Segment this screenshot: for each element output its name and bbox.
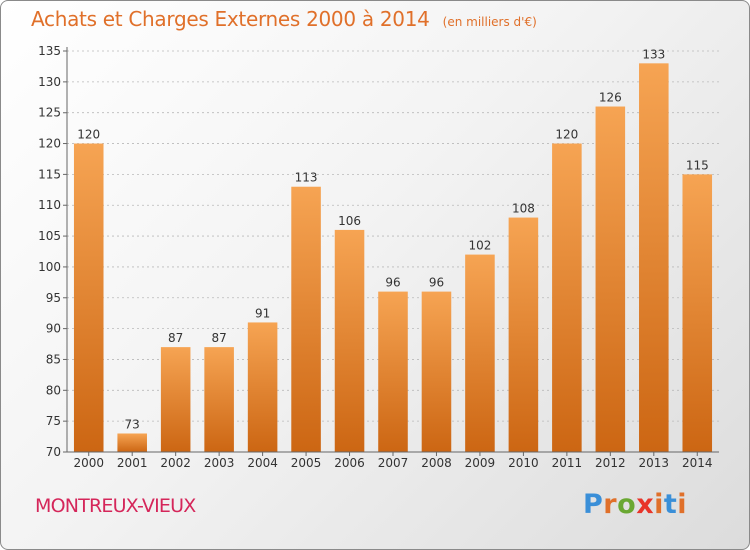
bar [552,143,582,453]
y-tick-label: 130 [38,75,61,89]
bar [378,291,408,452]
chart-title: Achats et Charges Externes 2000 à 2014 [31,7,430,31]
y-tick-label: 125 [38,106,61,120]
bar [291,186,321,452]
x-tick-label: 2009 [465,456,496,470]
bar [117,433,147,452]
bar [204,347,234,452]
brand-letter: r [603,489,618,520]
data-label: 96 [385,276,400,290]
data-label: 113 [295,171,318,185]
bar [639,63,669,452]
x-tick-label: 2006 [334,456,365,470]
bars: 120 73 87 87 91 113 106 96 96 102 108 120 126 133 115 [73,47,713,453]
data-label: 87 [211,331,226,345]
brand-letter: t [663,489,678,520]
data-label: 91 [255,306,270,320]
y-tick-label: 70 [46,445,61,459]
data-label: 102 [468,239,491,253]
data-label: 120 [77,128,100,142]
data-label: 120 [555,128,578,142]
y-tick-label: 85 [46,352,61,366]
brand-letter: i [677,489,688,520]
x-tick-label: 2008 [421,456,452,470]
bar [334,229,365,452]
x-tick-label: 2010 [508,456,539,470]
y-tick-label: 110 [38,198,61,212]
chart-subtitle: (en milliers d'€) [442,15,537,29]
bar [160,347,191,452]
data-label: 108 [512,202,535,216]
x-tick-label: 2001 [117,456,148,470]
x-tick-label: 2002 [160,456,191,470]
bar [73,143,104,453]
brand-logo: Proxiti [583,489,687,520]
title-row: Achats et Charges Externes 2000 à 2014 (… [31,7,537,31]
bar [247,322,278,452]
y-tick-label: 90 [46,322,61,336]
x-tick-label: 2004 [247,456,278,470]
y-tick-label: 75 [46,414,61,428]
y-tick-label: 100 [38,260,61,274]
x-tick-label: 2014 [682,456,713,470]
x-tick-label: 2003 [204,456,235,470]
x-tick-label: 2007 [378,456,409,470]
y-tick-label: 95 [46,291,61,305]
y-tick-label: 135 [38,44,61,58]
bar [508,217,539,452]
bar [421,291,452,452]
data-label: 115 [686,158,709,172]
x-tick-label: 2005 [291,456,322,470]
y-tick-label: 120 [38,137,61,151]
bar [682,174,713,452]
y-tick-label: 80 [46,383,61,397]
y-tick-label: 115 [38,167,61,181]
data-label: 87 [168,331,183,345]
x-tick-label: 2011 [552,456,583,470]
y-tick-label: 105 [38,229,61,243]
data-label: 126 [599,91,622,105]
x-tick-label: 2013 [639,456,670,470]
x-tick-label: 2000 [73,456,104,470]
bar [465,254,495,452]
data-label: 96 [429,276,444,290]
data-label: 73 [125,417,140,431]
data-label: 133 [642,47,665,61]
axes: 70 75 80 85 90 95 100 105 110 115 120 125 130 135 2000… [38,44,719,470]
data-label: 106 [338,214,361,228]
bar [595,106,626,453]
brand-letter: o [617,489,637,520]
brand-letter: P [583,489,604,520]
town-name: MONTREUX-VIEUX [35,495,196,517]
brand-letter: i [654,489,664,520]
x-tick-label: 2012 [595,456,626,470]
brand-letter: x [636,489,655,520]
